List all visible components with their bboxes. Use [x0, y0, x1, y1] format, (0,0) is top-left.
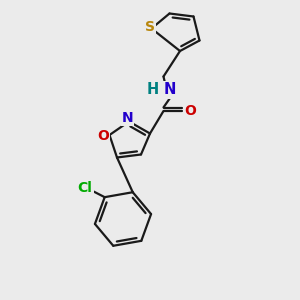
Text: Cl: Cl: [78, 181, 93, 195]
Text: O: O: [184, 104, 196, 118]
Text: S: S: [145, 20, 155, 34]
Text: O: O: [97, 130, 109, 143]
Text: N: N: [122, 111, 133, 125]
Text: N: N: [163, 82, 176, 98]
Text: H: H: [147, 82, 159, 98]
